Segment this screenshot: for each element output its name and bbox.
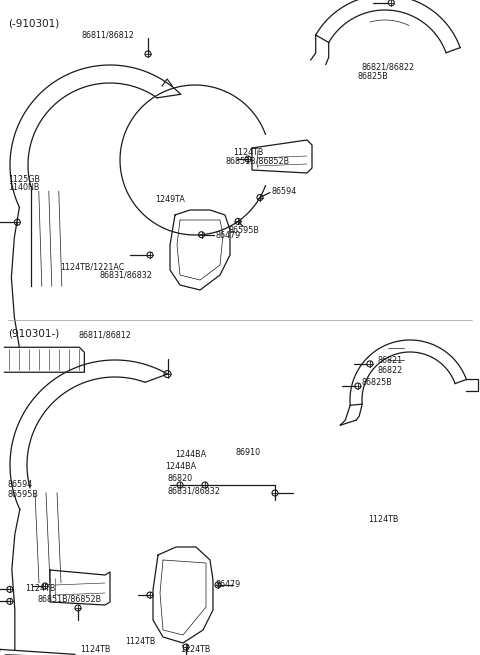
Text: 86595B: 86595B — [8, 490, 39, 499]
Text: 86820: 86820 — [167, 474, 192, 483]
Text: 86594: 86594 — [8, 480, 33, 489]
Text: (910301-): (910301-) — [8, 328, 59, 338]
Text: 86825B: 86825B — [358, 72, 389, 81]
Text: 1244BA: 1244BA — [165, 462, 196, 471]
Text: 1124TB: 1124TB — [180, 645, 210, 654]
Text: 1124TB: 1124TB — [368, 515, 398, 524]
Text: 86595B: 86595B — [228, 227, 259, 235]
Text: 86825B: 86825B — [362, 378, 393, 387]
Text: 1124TB: 1124TB — [80, 645, 110, 654]
Text: 86831/86832: 86831/86832 — [100, 271, 153, 280]
Text: 86594: 86594 — [272, 187, 297, 196]
Text: 1124TB: 1124TB — [233, 148, 264, 157]
Text: 1244BA: 1244BA — [175, 450, 206, 459]
Text: 86811/86812: 86811/86812 — [82, 30, 134, 39]
Text: 86479: 86479 — [215, 580, 240, 589]
Text: 86831/86832: 86831/86832 — [168, 486, 221, 495]
Text: 86821/86822: 86821/86822 — [362, 62, 415, 71]
Text: 86851B/86852B: 86851B/86852B — [38, 595, 102, 604]
Text: 86811/86812: 86811/86812 — [79, 330, 132, 339]
Text: 1125GB: 1125GB — [8, 175, 40, 184]
Text: 1124TB: 1124TB — [125, 637, 156, 646]
Text: 86910: 86910 — [235, 448, 260, 457]
Text: (-910301): (-910301) — [8, 18, 59, 28]
Text: 86821: 86821 — [378, 356, 403, 365]
Text: 1140NB: 1140NB — [8, 183, 39, 192]
Text: 1249TA: 1249TA — [155, 195, 185, 204]
Text: 1124TB/1221AC: 1124TB/1221AC — [60, 263, 124, 272]
Text: 1124TB: 1124TB — [25, 584, 55, 593]
Text: 86851B/86852B: 86851B/86852B — [225, 157, 289, 166]
Text: 86479: 86479 — [216, 231, 241, 240]
Text: 86822: 86822 — [378, 366, 403, 375]
